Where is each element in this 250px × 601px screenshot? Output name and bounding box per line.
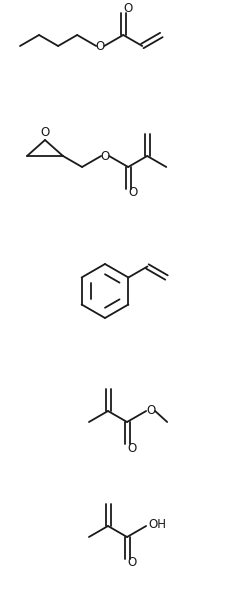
Text: O: O [128,186,138,200]
Text: O: O [128,442,137,454]
Text: O: O [100,150,110,162]
Text: O: O [40,126,50,138]
Text: O: O [146,403,156,416]
Text: OH: OH [148,519,166,531]
Text: O: O [124,2,133,16]
Text: O: O [96,40,105,52]
Text: O: O [128,557,137,570]
